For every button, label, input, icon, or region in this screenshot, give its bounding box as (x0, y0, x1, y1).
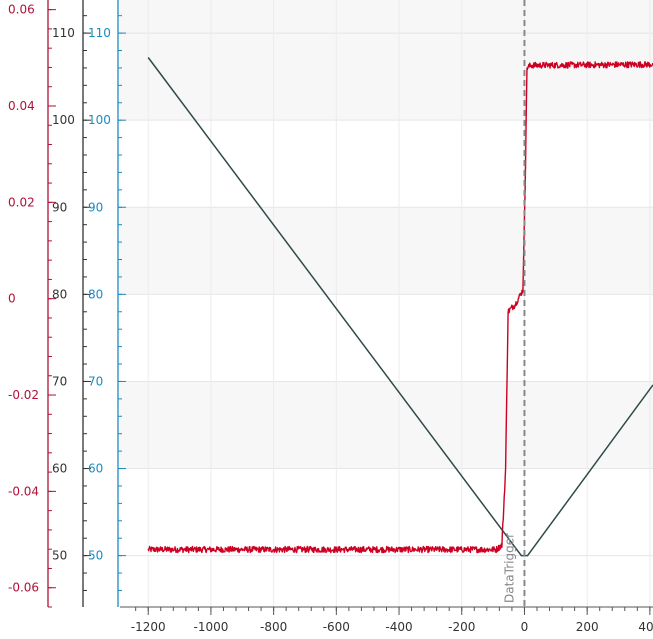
y-tick-label: 0.02 (8, 195, 35, 209)
y-tick-label: 60 (88, 462, 103, 476)
y-tick-label: -0.02 (8, 388, 39, 402)
x-tick-label: -800 (260, 620, 287, 634)
band (120, 33, 653, 121)
y-tick-label: 90 (88, 200, 103, 214)
x-tick-label: -1000 (193, 620, 228, 634)
y-tick-label: 110 (52, 26, 75, 40)
trigger-label: DataTrigger (502, 533, 516, 603)
x-axis: -1200 -1000 -800 -600 -400 -200 0 200 400 (120, 606, 653, 634)
y-tick-label: -0.06 (8, 581, 39, 595)
band (120, 381, 653, 469)
y-tick-label: 50 (52, 549, 67, 563)
series-line-0 (147, 61, 653, 554)
y-tick-label: 0 (8, 292, 16, 306)
y-axis-left-red: -0.06 -0.04 -0.02 0 0.02 0.04 0.06 (8, 0, 56, 608)
y-axis-left-blue: 50 60 70 80 90 100 110 (88, 0, 126, 607)
y-tick-label: 110 (88, 26, 111, 40)
y-tick-label: 0.06 (8, 3, 35, 17)
x-tick-label: 400 (638, 620, 653, 634)
band (120, 207, 653, 295)
x-tick-label: -600 (323, 620, 350, 634)
y-tick-label: 100 (52, 113, 75, 127)
y-tick-label: -0.04 (8, 484, 39, 498)
y-tick-label: 80 (52, 287, 67, 301)
y-tick-label: 90 (52, 200, 67, 214)
x-tick-label: 0 (521, 620, 529, 634)
background-bands (120, 0, 653, 469)
y-tick-label: 0.04 (8, 99, 35, 113)
x-tick-label: -1200 (131, 620, 166, 634)
x-tick-label: -400 (385, 620, 412, 634)
y-tick-label: 70 (88, 374, 103, 388)
y-axis-left-dark: 50 60 70 80 90 100 110 (52, 0, 91, 607)
y-tick-label: 70 (52, 374, 67, 388)
y-tick-label: 80 (88, 287, 103, 301)
x-tick-label: 200 (576, 620, 599, 634)
y-tick-label: 100 (88, 113, 111, 127)
series-line-1 (147, 57, 653, 557)
y-tick-label: 50 (88, 549, 103, 563)
y-tick-label: 60 (52, 462, 67, 476)
x-tick-label: -200 (448, 620, 475, 634)
band (120, 0, 653, 34)
